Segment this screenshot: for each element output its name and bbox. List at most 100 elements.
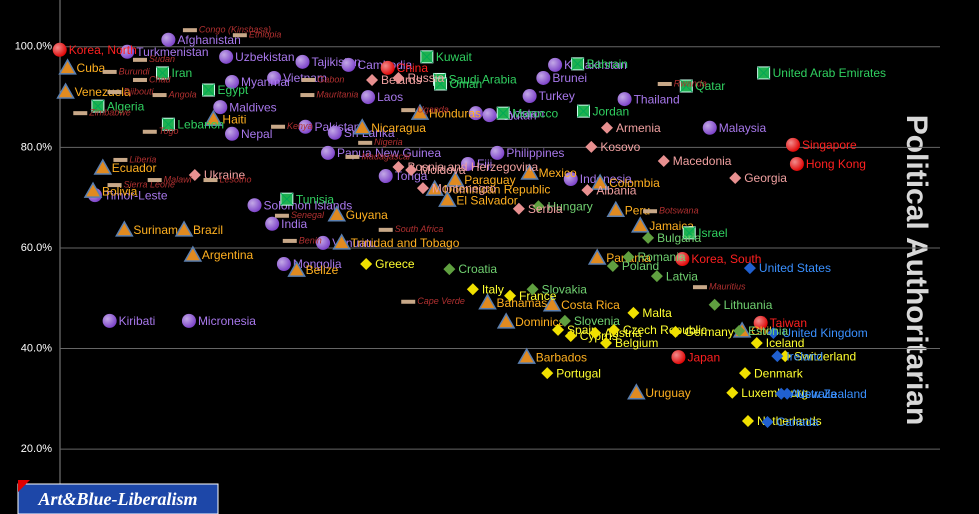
point-cross xyxy=(420,50,434,64)
point-label-small: Mauritania xyxy=(316,89,358,99)
point-label: Bosnia and Herzegovina xyxy=(407,160,538,174)
point-label: Serbia xyxy=(528,202,563,216)
point-label: Poland xyxy=(622,259,659,273)
point-label: Oman xyxy=(450,77,483,91)
point xyxy=(585,140,598,153)
point-label: Korea, South xyxy=(691,252,761,266)
point-label: Russia xyxy=(407,71,444,85)
point-label-small: Nigeria xyxy=(374,137,403,147)
point-label: Slovakia xyxy=(542,282,588,296)
point-label: Algeria xyxy=(107,99,145,113)
point-cross xyxy=(280,192,294,206)
point xyxy=(496,312,516,329)
point-label: Honduras xyxy=(429,106,481,120)
point xyxy=(378,227,393,232)
point-label: United Arab Emirates xyxy=(773,66,886,80)
point-shine xyxy=(671,350,686,365)
point-shine xyxy=(102,313,117,328)
point-label-small: Cape Verde xyxy=(417,296,465,306)
point xyxy=(358,140,373,145)
point-cross xyxy=(679,79,693,93)
point-label: Korea, North xyxy=(69,43,137,57)
point xyxy=(83,181,103,198)
point-label: Kuwait xyxy=(436,50,473,64)
point xyxy=(366,73,379,86)
point xyxy=(301,77,316,82)
point xyxy=(600,121,613,134)
point-label-small: Togo xyxy=(159,126,179,136)
point-shine xyxy=(490,145,505,160)
point-label: Hong Kong xyxy=(806,157,866,171)
point-cross xyxy=(91,99,105,113)
point-label: Trinidad and Tobago xyxy=(351,236,460,250)
point-label: Belize xyxy=(306,263,339,277)
point-label: Czech Republic xyxy=(623,323,707,337)
point xyxy=(182,28,197,33)
point-shine xyxy=(361,90,376,105)
point-label: Haiti xyxy=(222,112,246,126)
logo-box xyxy=(17,483,219,514)
point-label: Colombia xyxy=(609,176,660,190)
point-cross xyxy=(571,57,584,71)
point xyxy=(58,58,77,75)
point xyxy=(627,383,646,400)
point-label-small: Rwanda xyxy=(674,78,707,88)
point-shine xyxy=(225,74,240,89)
point xyxy=(642,231,655,244)
point-label: Dominica xyxy=(515,315,565,329)
point-label: Slovenia xyxy=(574,314,620,328)
point-label: Malta xyxy=(642,306,672,320)
point-label-small: Madagascar xyxy=(361,151,412,161)
point xyxy=(771,350,784,363)
point-label: Uzbekistan xyxy=(235,50,294,64)
point-cross xyxy=(496,106,510,120)
point-label: Romania xyxy=(638,250,686,264)
point-shine xyxy=(181,313,196,328)
point-label: Nicaragua xyxy=(371,121,426,135)
point xyxy=(332,233,351,250)
point-label: New Zealand xyxy=(796,387,867,401)
point-label: Lithuania xyxy=(724,298,773,312)
point xyxy=(102,69,117,74)
point xyxy=(107,183,122,188)
point-shine xyxy=(789,156,804,171)
point xyxy=(405,163,418,176)
point-label: Singapore xyxy=(802,138,857,152)
point-shine xyxy=(295,54,310,69)
point xyxy=(360,258,373,271)
point xyxy=(590,173,610,190)
point-label: Uruguay xyxy=(645,386,690,400)
point-label: China xyxy=(397,61,429,75)
y-tick-label: 20.0% xyxy=(21,443,52,455)
point-shine xyxy=(522,89,537,104)
point-label: Kosovo xyxy=(600,140,640,154)
point xyxy=(630,216,650,233)
point-label: Paraguay xyxy=(464,173,515,187)
point-label: Israel xyxy=(698,226,727,240)
point-shine xyxy=(536,70,551,85)
point xyxy=(107,90,122,95)
point-label-small: Sudan xyxy=(149,54,175,64)
point xyxy=(188,169,201,182)
point-label: United States xyxy=(759,261,831,275)
point xyxy=(115,220,134,237)
point-label: Laos xyxy=(377,90,403,104)
point-shine xyxy=(548,57,563,72)
point-label: Belgium xyxy=(615,336,658,350)
point-label: Ecuador xyxy=(112,161,157,175)
point-label: Taiwan xyxy=(770,316,807,330)
point-label: Maldives xyxy=(229,100,276,114)
point xyxy=(761,415,774,428)
point xyxy=(282,238,297,243)
point-label: Thailand xyxy=(634,92,680,106)
point-shine xyxy=(267,70,282,85)
point-label: Brazil xyxy=(193,223,223,237)
point-label: Jordan xyxy=(592,104,629,118)
point-label: Timor-Leste xyxy=(104,188,168,202)
point-shine xyxy=(460,156,475,171)
point xyxy=(174,220,194,237)
point-cross xyxy=(156,66,169,80)
point-label: Mexico xyxy=(539,166,577,180)
point-label: Malaysia xyxy=(719,121,767,135)
point-label-small: Ethiopia xyxy=(249,30,282,40)
